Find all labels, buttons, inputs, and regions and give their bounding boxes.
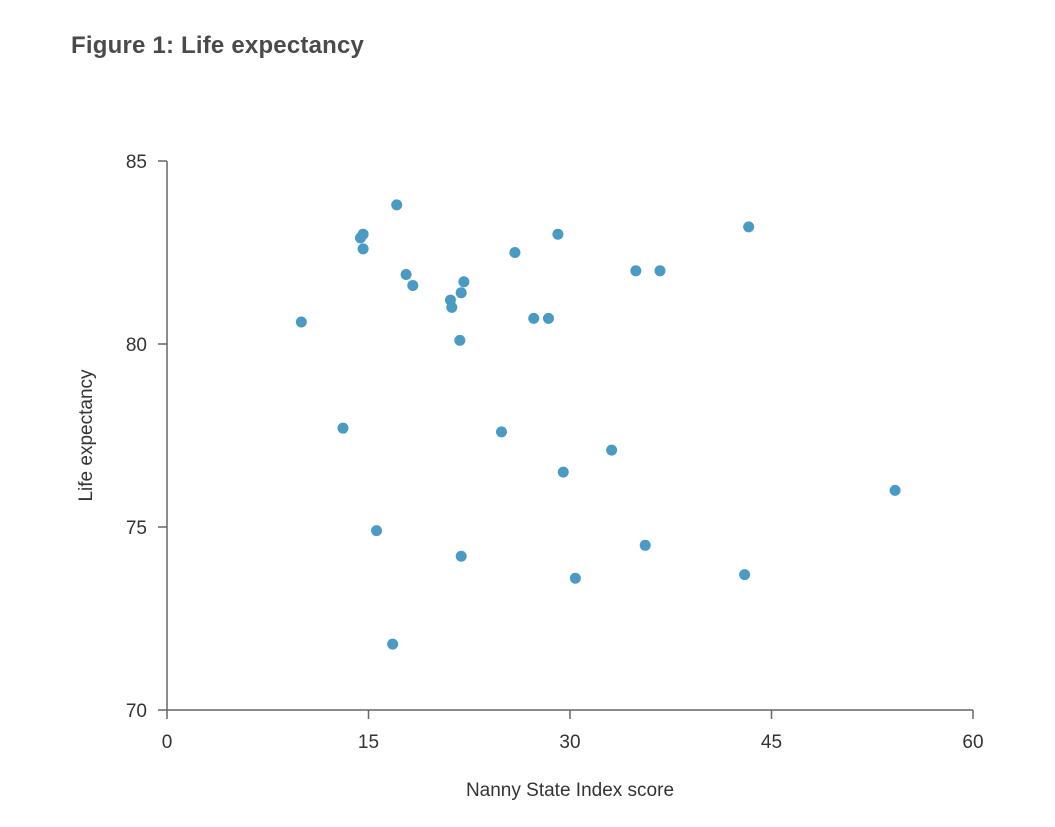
data-point [391,199,403,211]
data-point [552,228,564,240]
data-points [295,199,901,650]
data-point [639,539,651,551]
x-tick-label: 15 [358,732,379,753]
axes: 70 75 80 85 0 15 30 45 60 Nanny State Index score… [76,152,984,801]
data-point [743,221,755,233]
x-tick-label: 0 [162,732,173,753]
data-point [446,301,458,313]
data-point [357,243,369,255]
data-point [400,268,412,280]
data-point [654,265,666,277]
data-point [543,312,555,324]
data-point [295,316,307,328]
x-tick-label: 45 [761,732,782,753]
data-point [630,265,642,277]
data-point [557,466,569,478]
y-tick-label: 80 [126,335,147,356]
data-point [606,444,618,456]
data-point [495,426,507,438]
x-tick-label: 30 [559,732,580,753]
y-tick-label: 75 [126,518,147,539]
data-point [509,247,521,258]
data-point [739,569,751,581]
figure-title: Figure 1: Life expectancy [71,32,365,59]
data-point [407,279,419,291]
data-point [455,287,467,299]
data-point [569,572,581,584]
y-axis-label: Life expectancy [76,369,97,502]
data-point [387,638,399,650]
data-point [337,422,349,434]
data-point [371,525,383,537]
data-point [458,276,470,288]
x-tick-label: 60 [962,732,983,753]
x-axis-label: Nanny State Index score [466,780,674,801]
data-point [889,484,901,496]
data-point [454,334,466,346]
data-point [528,312,540,324]
y-tick-label: 70 [126,701,147,722]
y-tick-label: 85 [126,152,147,173]
data-point [455,550,467,562]
data-point [357,228,369,240]
